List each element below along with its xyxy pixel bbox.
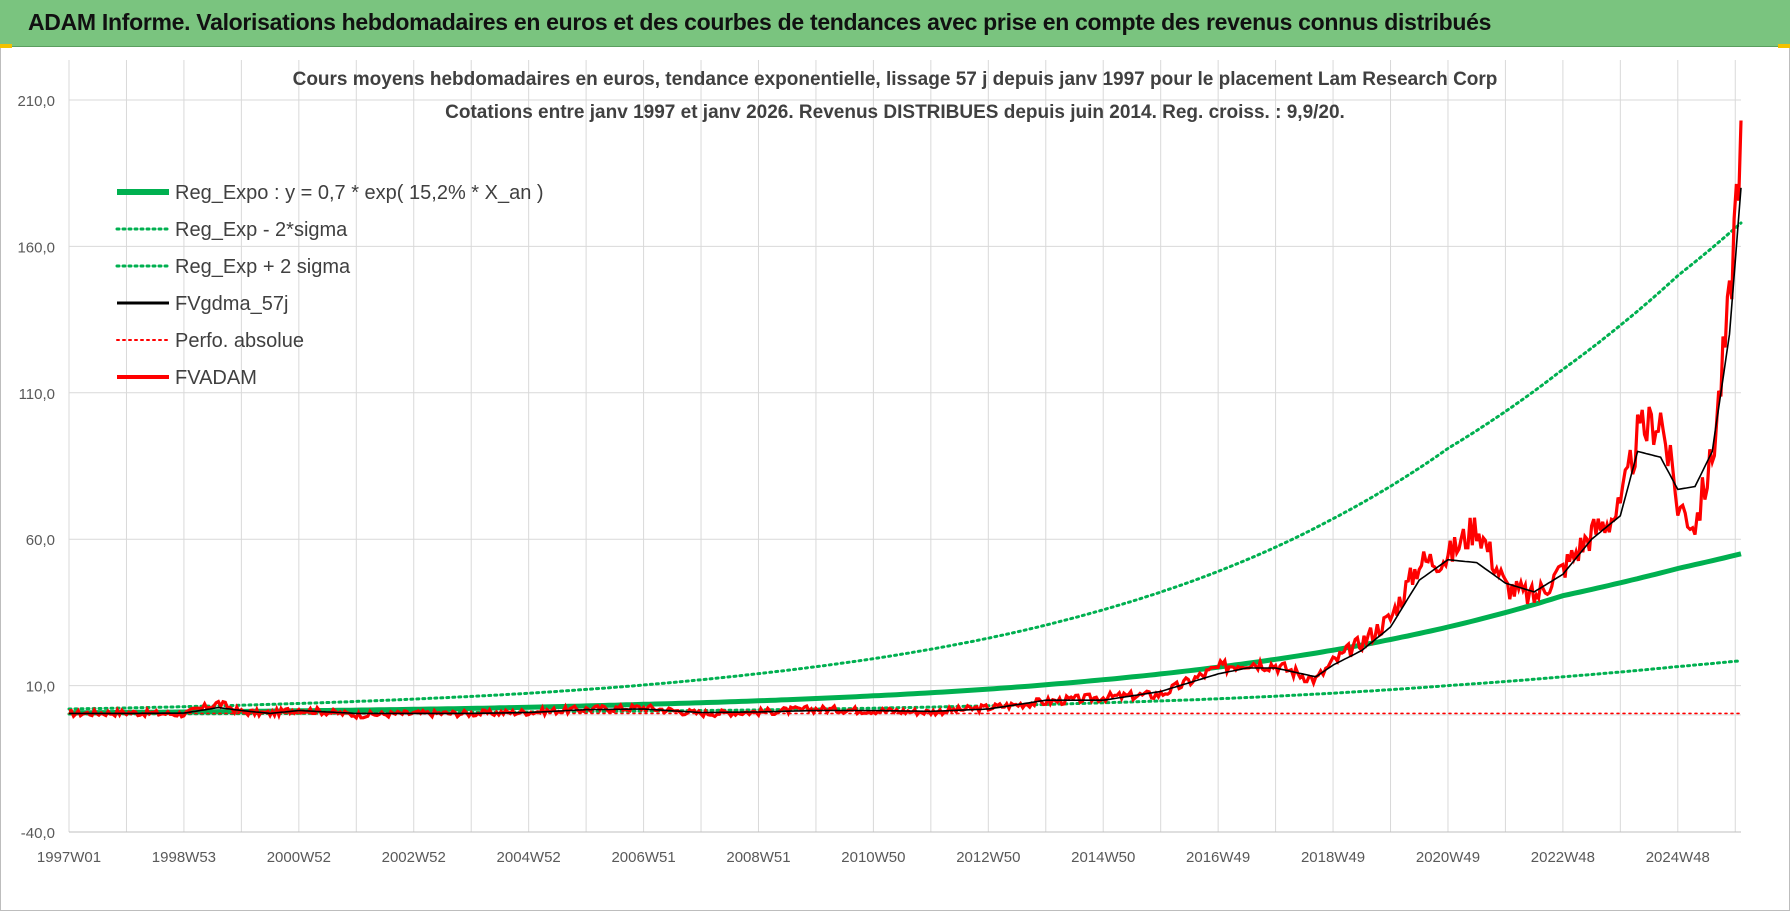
x-tick-label: 2006W51 bbox=[611, 849, 675, 866]
x-tick-label: 2002W52 bbox=[382, 849, 446, 866]
x-tick-label: 2010W50 bbox=[841, 849, 905, 866]
series-lines bbox=[67, 120, 1743, 721]
x-tick-label: 2016W49 bbox=[1186, 849, 1250, 866]
x-tick-label: 2014W50 bbox=[1071, 849, 1135, 866]
legend-label: Perfo. absolue bbox=[175, 330, 304, 352]
corner-marker bbox=[1778, 44, 1790, 48]
legend-label: Reg_Exp - 2*sigma bbox=[175, 219, 348, 241]
x-tick-label: 1997W01 bbox=[37, 849, 101, 866]
y-tick-label: 210,0 bbox=[17, 93, 55, 110]
report-title: ADAM Informe. Valorisations hebdomadaire… bbox=[28, 9, 1492, 35]
axes: 210,0 160,0 110,0 60,0 10,0 -40,0 1997W01 1998W… bbox=[17, 93, 1741, 866]
series-line-1 bbox=[67, 659, 1743, 716]
series-line-2 bbox=[67, 221, 1743, 711]
x-tick-label: 2022W48 bbox=[1531, 849, 1595, 866]
legend-label: FVADAM bbox=[175, 367, 257, 389]
y-tick-label: 60,0 bbox=[26, 532, 55, 549]
legend-label: FVgdma_57j bbox=[175, 293, 288, 315]
series-line-5 bbox=[68, 120, 1743, 721]
series-line-0 bbox=[69, 551, 1742, 716]
series-line-3 bbox=[69, 187, 1742, 715]
x-tick-label: 2008W51 bbox=[726, 849, 790, 866]
x-tick-label: 2018W49 bbox=[1301, 849, 1365, 866]
y-tick-label: -40,0 bbox=[21, 825, 55, 842]
x-tick-label: 2000W52 bbox=[267, 849, 331, 866]
legend-label: Reg_Exp + 2 sigma bbox=[175, 256, 351, 278]
grid bbox=[68, 60, 1741, 833]
legend: Reg_Expo : y = 0,7 * exp( 15,2% * X_an )… bbox=[115, 182, 544, 389]
x-tick-label: 2012W50 bbox=[956, 849, 1020, 866]
corner-marker bbox=[0, 44, 12, 48]
x-tick-label: 2004W52 bbox=[497, 849, 561, 866]
chart-title: Cours moyens hebdomadaires en euros, ten… bbox=[293, 69, 1498, 90]
y-tick-label: 110,0 bbox=[19, 386, 55, 403]
y-tick-label: 10,0 bbox=[26, 679, 55, 696]
chart-frame: Cours moyens hebdomadaires en euros, ten… bbox=[0, 46, 1790, 911]
y-tick-label: 160,0 bbox=[17, 239, 55, 256]
x-tick-label: 1998W53 bbox=[152, 849, 216, 866]
legend-label: Reg_Expo : y = 0,7 * exp( 15,2% * X_an ) bbox=[175, 182, 544, 204]
report-banner: ADAM Informe. Valorisations hebdomadaire… bbox=[0, 0, 1790, 47]
chart-subtitle: Cotations entre janv 1997 et janv 2026. … bbox=[445, 102, 1345, 123]
x-tick-label: 2024W48 bbox=[1646, 849, 1710, 866]
x-tick-label: 2020W49 bbox=[1416, 849, 1480, 866]
chart: Cours moyens hebdomadaires en euros, ten… bbox=[17, 60, 1743, 866]
